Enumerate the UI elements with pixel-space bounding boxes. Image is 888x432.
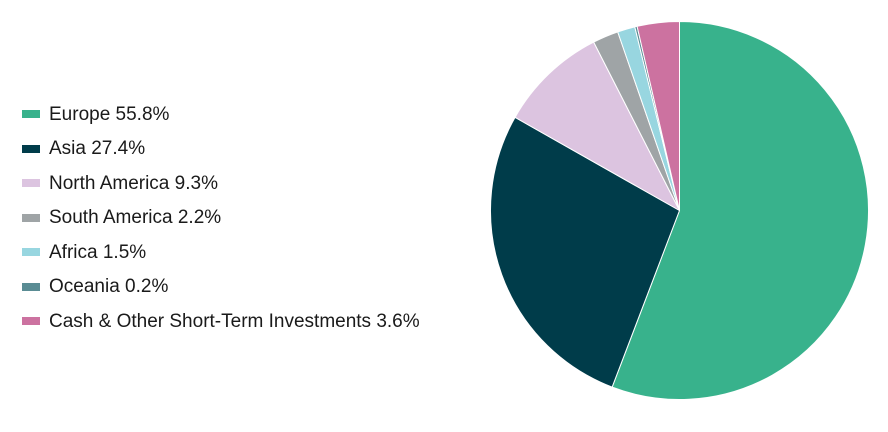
legend-item: Cash & Other Short-Term Investments 3.6% [22,304,420,339]
legend-item: South America 2.2% [22,201,420,236]
chart-legend: Europe 55.8% Asia 27.4% North America 9.3%… [22,97,420,339]
legend-label: Asia 27.4% [49,138,146,160]
legend-label: Oceania 0.2% [49,276,169,298]
legend-swatch [22,110,40,119]
legend-label: South America 2.2% [49,207,222,229]
legend-label: North America 9.3% [49,172,218,194]
legend-label: Europe 55.8% [49,103,170,125]
legend-swatch [22,282,40,291]
legend-label: Africa 1.5% [49,241,147,263]
legend-item: Europe 55.8% [22,97,420,132]
legend-swatch [22,179,40,188]
legend-label: Cash & Other Short-Term Investments 3.6% [49,310,420,332]
legend-item: Asia 27.4% [22,132,420,167]
legend-item: Africa 1.5% [22,235,420,270]
legend-item: Oceania 0.2% [22,270,420,305]
legend-swatch [22,248,40,257]
legend-swatch [22,317,40,326]
legend-item: North America 9.3% [22,166,420,201]
pie-slice-north-america [514,41,680,211]
pie-slice-cash-other-short-term-investments [636,20,680,211]
pie-slice-europe [611,21,869,400]
legend-swatch [22,144,40,153]
legend-swatch [22,213,40,222]
pie-slice-asia [490,116,680,388]
